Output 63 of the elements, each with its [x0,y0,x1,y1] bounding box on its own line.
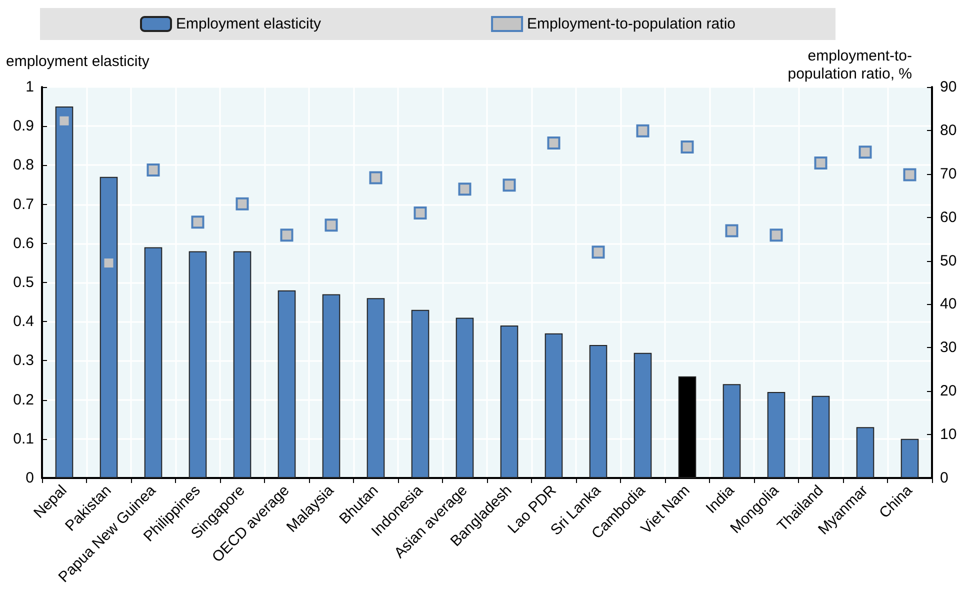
point [814,156,828,170]
point [636,124,650,138]
y-tick-label: 0.1 [13,430,34,448]
point [725,224,738,238]
bar [900,438,919,478]
bar [589,345,608,478]
bar [812,396,830,478]
y2-tick-label: 80 [940,122,957,139]
point [502,178,516,192]
bar [322,294,340,478]
point [770,228,783,242]
y-tick-label: 0.4 [13,313,34,330]
point [858,146,872,159]
bar [188,251,207,478]
point [58,114,71,128]
point [903,168,916,182]
point [236,197,249,210]
y2-tick-label: 40 [940,296,957,313]
bar [856,427,874,478]
y2-tick-label: 50 [940,252,957,270]
y-tick-label: 0.6 [13,234,34,252]
bar [55,106,74,478]
point [547,136,560,150]
y2-tick-label: 30 [940,339,957,356]
bar [456,318,474,478]
y-tick-label: 0 [26,470,34,486]
point [324,218,338,232]
y-axis-title: employment elasticity [6,53,150,70]
point [592,246,605,259]
bar [544,333,563,478]
bar [411,310,430,478]
y2-tick-label: 60 [940,208,957,226]
point [191,216,204,229]
bar [100,176,118,478]
y-tick-label: 0.3 [13,352,34,370]
bar [366,298,385,478]
legend-label: Employment elasticity [176,16,322,32]
bar [634,352,652,478]
point [280,228,294,242]
y2-axis-title: employment-to- population ratio, % [788,48,912,82]
y2-tick-label: 70 [940,165,957,182]
point [146,163,160,176]
y2-tick-label: 10 [940,426,957,444]
point [414,206,427,220]
y2-tick-label: 20 [940,382,957,400]
bar [722,384,741,478]
y-tick-label: 0.9 [13,118,34,135]
point [369,171,382,184]
bar [144,247,162,478]
bar [767,392,786,478]
point [458,182,472,196]
legend-label: Employment-to-population ratio [527,16,736,32]
point [680,140,694,154]
y2-tick-label: 90 [940,78,957,96]
bar [233,251,252,478]
y-tick-label: 0.5 [13,274,34,291]
y-tick-label: 0.7 [13,196,34,213]
y2-tick-label: 0 [940,470,948,486]
bar [500,326,518,478]
bar [278,290,296,478]
y-tick-label: 0.8 [13,156,34,174]
y-tick-label: 0.2 [13,391,34,408]
y-tick-label: 1 [26,78,34,96]
